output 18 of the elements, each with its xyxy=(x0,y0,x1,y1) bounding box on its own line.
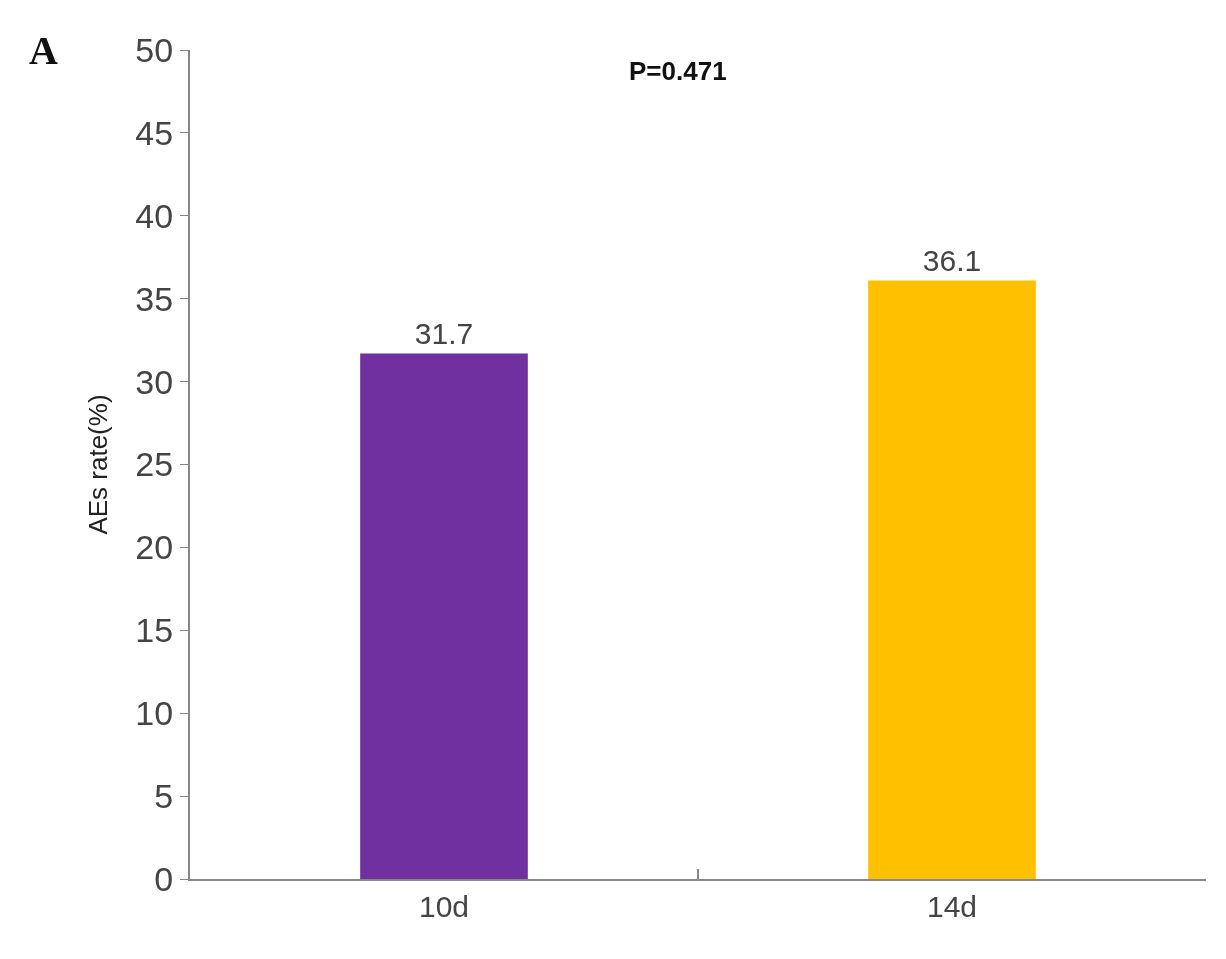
data-label: 31.7 xyxy=(414,317,474,351)
data-label: 36.1 xyxy=(922,244,982,278)
y-tick-label: 20 xyxy=(135,528,174,567)
y-tick-label: 45 xyxy=(135,113,174,152)
y-tick-label: 25 xyxy=(135,445,174,484)
annotation: P=0.471 xyxy=(629,56,727,86)
y-tick-label: 35 xyxy=(135,279,174,318)
y-tick-label: 30 xyxy=(135,362,174,401)
y-tick-label: 40 xyxy=(135,196,174,235)
y-tick-label: 0 xyxy=(154,859,174,898)
y-tick-label: 15 xyxy=(135,611,174,650)
y-tick-label: 10 xyxy=(135,694,174,733)
y-axis-title: AEs rate(%) xyxy=(83,394,114,535)
text: A xyxy=(29,28,58,73)
y-tick-label: 50 xyxy=(135,30,174,69)
y-tick-label: 5 xyxy=(154,777,174,815)
x-tick-label: 14d xyxy=(926,890,978,923)
x-tick-label: 10d xyxy=(418,890,470,923)
